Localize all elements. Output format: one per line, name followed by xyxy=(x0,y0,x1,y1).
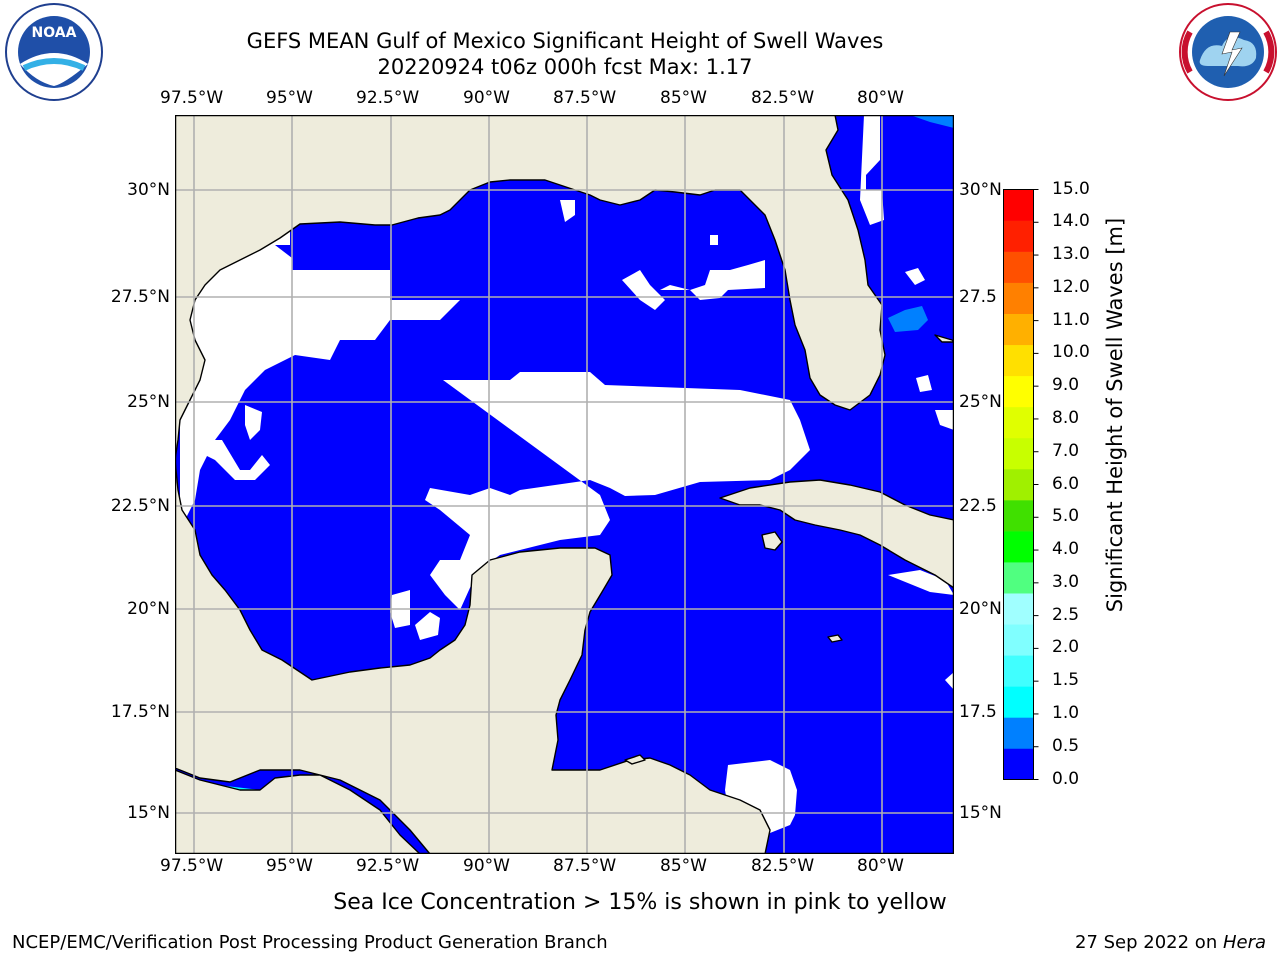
lat-label: 15°N xyxy=(959,803,1002,823)
title-line-1: GEFS MEAN Gulf of Mexico Significant Hei… xyxy=(246,29,884,53)
colorbar-segment xyxy=(1003,562,1034,594)
lon-label: 87.5°W xyxy=(553,856,617,876)
lon-label: 82.5°W xyxy=(751,88,815,108)
chart-title: GEFS MEAN Gulf of Mexico Significant Hei… xyxy=(115,28,1015,80)
colorbar-title-text: Significant Height of Swell Waves [m] xyxy=(1103,217,1127,613)
lon-label: 87.5°W xyxy=(553,88,617,108)
colorbar-level-label: 4.0 xyxy=(1052,539,1080,560)
colorbar-segment xyxy=(1003,468,1034,501)
lat-labels-left: 30°N 27.5°N 25°N 22.5°N 20°N 17.5°N 15°N xyxy=(0,0,172,960)
colorbar-segment xyxy=(1003,313,1034,346)
colorbar-level-label: 11.0 xyxy=(1052,309,1090,330)
lon-labels-top: 97.5°W 95°W 92.5°W 90°W 87.5°W 85°W 82.5… xyxy=(0,88,1280,112)
title-line-2: 20220924 t06z 000h fcst Max: 1.17 xyxy=(377,55,753,79)
lon-label: 92.5°W xyxy=(356,856,420,876)
lat-label: 15°N xyxy=(127,803,170,823)
lon-label: 95°W xyxy=(266,88,313,108)
lon-label: 92.5°W xyxy=(356,88,420,108)
land xyxy=(175,115,954,854)
lon-label: 85°W xyxy=(660,856,707,876)
colorbar-level-label: 12.0 xyxy=(1052,276,1090,297)
colorbar-segment xyxy=(1003,406,1034,439)
colorbar-segment xyxy=(1003,531,1034,563)
colorbar-segment xyxy=(1003,686,1034,718)
colorbar-level-label: 9.0 xyxy=(1052,375,1080,396)
footer-date: 27 Sep 2022 on xyxy=(1075,932,1223,953)
colorbar-level-label: 7.0 xyxy=(1052,440,1080,461)
colorbar-segment xyxy=(1003,624,1034,656)
lat-label: 20°N xyxy=(959,599,1002,619)
colorbar-ticks xyxy=(1033,189,1039,780)
lat-label: 22.5 xyxy=(959,496,997,516)
noaa-logo-text: NOAA xyxy=(32,25,77,41)
lat-labels-right: 30°N 27.5 25°N 22.5 20°N 17.5 15°N xyxy=(959,0,1019,960)
colorbar-level-label: 1.0 xyxy=(1052,702,1080,723)
colorbar-level-label: 5.0 xyxy=(1052,506,1080,527)
colorbar-level-label: 15.0 xyxy=(1052,178,1090,199)
lon-label: 97.5°W xyxy=(160,856,224,876)
lon-label: 90°W xyxy=(463,88,510,108)
map-frame xyxy=(175,115,954,854)
lon-label: 80°W xyxy=(857,88,904,108)
colorbar-title: Significant Height of Swell Waves [m] xyxy=(1102,190,1128,640)
lat-label: 20°N xyxy=(127,599,170,619)
colorbar-level-label: 8.0 xyxy=(1052,407,1080,428)
colorbar-level-label: 13.0 xyxy=(1052,244,1090,265)
colorbar-level-label: 0.0 xyxy=(1052,768,1080,789)
colorbar-level-label: 2.0 xyxy=(1052,637,1080,658)
colorbar-segment xyxy=(1003,282,1034,315)
lat-label: 25°N xyxy=(127,392,170,412)
lat-label: 27.5°N xyxy=(110,287,170,307)
colorbar-level-label: 0.5 xyxy=(1052,735,1080,756)
footer-left: NCEP/EMC/Verification Post Processing Pr… xyxy=(12,932,608,953)
lat-label: 17.5°N xyxy=(110,702,170,722)
lat-label: 30°N xyxy=(127,180,170,200)
lat-label: 22.5°N xyxy=(110,496,170,516)
colorbar-level-label: 14.0 xyxy=(1052,211,1090,232)
lat-label: 17.5 xyxy=(959,702,997,722)
footer-right: 27 Sep 2022 on Hera xyxy=(1075,932,1266,953)
lon-label: 85°W xyxy=(660,88,707,108)
colorbar-segment xyxy=(1003,189,1034,221)
colorbar-segments xyxy=(1003,189,1034,780)
noaa-logo: NOAA xyxy=(5,3,103,101)
colorbar-segment xyxy=(1003,375,1034,408)
colorbar-level-label: 10.0 xyxy=(1052,342,1090,363)
colorbar-segment xyxy=(1003,593,1034,625)
lon-labels-bottom: 97.5°W 95°W 92.5°W 90°W 87.5°W 85°W 82.5… xyxy=(0,856,1280,880)
colorbar-level-label: 3.0 xyxy=(1052,571,1080,592)
colorbar-segment xyxy=(1003,717,1034,749)
lon-label: 80°W xyxy=(857,856,904,876)
graticule xyxy=(175,115,954,854)
colorbar-level-label: 6.0 xyxy=(1052,473,1080,494)
footer-machine: Hera xyxy=(1222,932,1266,953)
lon-label: 97.5°W xyxy=(160,88,224,108)
colorbar-level-label: 1.5 xyxy=(1052,670,1080,691)
colorbar-segment xyxy=(1003,748,1034,780)
colorbar-labels: 0.0 0.5 1.0 1.5 2.0 2.5 3.0 4.0 5.0 6.0 7.0 8.0 9.0 1… xyxy=(1052,0,1112,960)
colorbar-segment xyxy=(1003,344,1034,377)
colorbar-level-label: 2.5 xyxy=(1052,604,1080,625)
colorbar-segment xyxy=(1003,655,1034,687)
lat-label: 30°N xyxy=(959,180,1002,200)
colorbar-segment xyxy=(1003,500,1034,532)
sea-ice-note: Sea Ice Concentration > 15% is shown in … xyxy=(333,890,947,915)
colorbar-segment xyxy=(1003,220,1034,252)
lat-label: 25°N xyxy=(959,392,1002,412)
lon-label: 95°W xyxy=(266,856,313,876)
map-panel xyxy=(175,115,954,854)
colorbar-segment xyxy=(1003,437,1034,470)
colorbar xyxy=(1003,189,1039,780)
lon-label: 82.5°W xyxy=(751,856,815,876)
nws-logo xyxy=(1179,3,1277,101)
lat-label: 27.5 xyxy=(959,287,997,307)
colorbar-segment xyxy=(1003,251,1034,283)
lon-label: 90°W xyxy=(463,856,510,876)
